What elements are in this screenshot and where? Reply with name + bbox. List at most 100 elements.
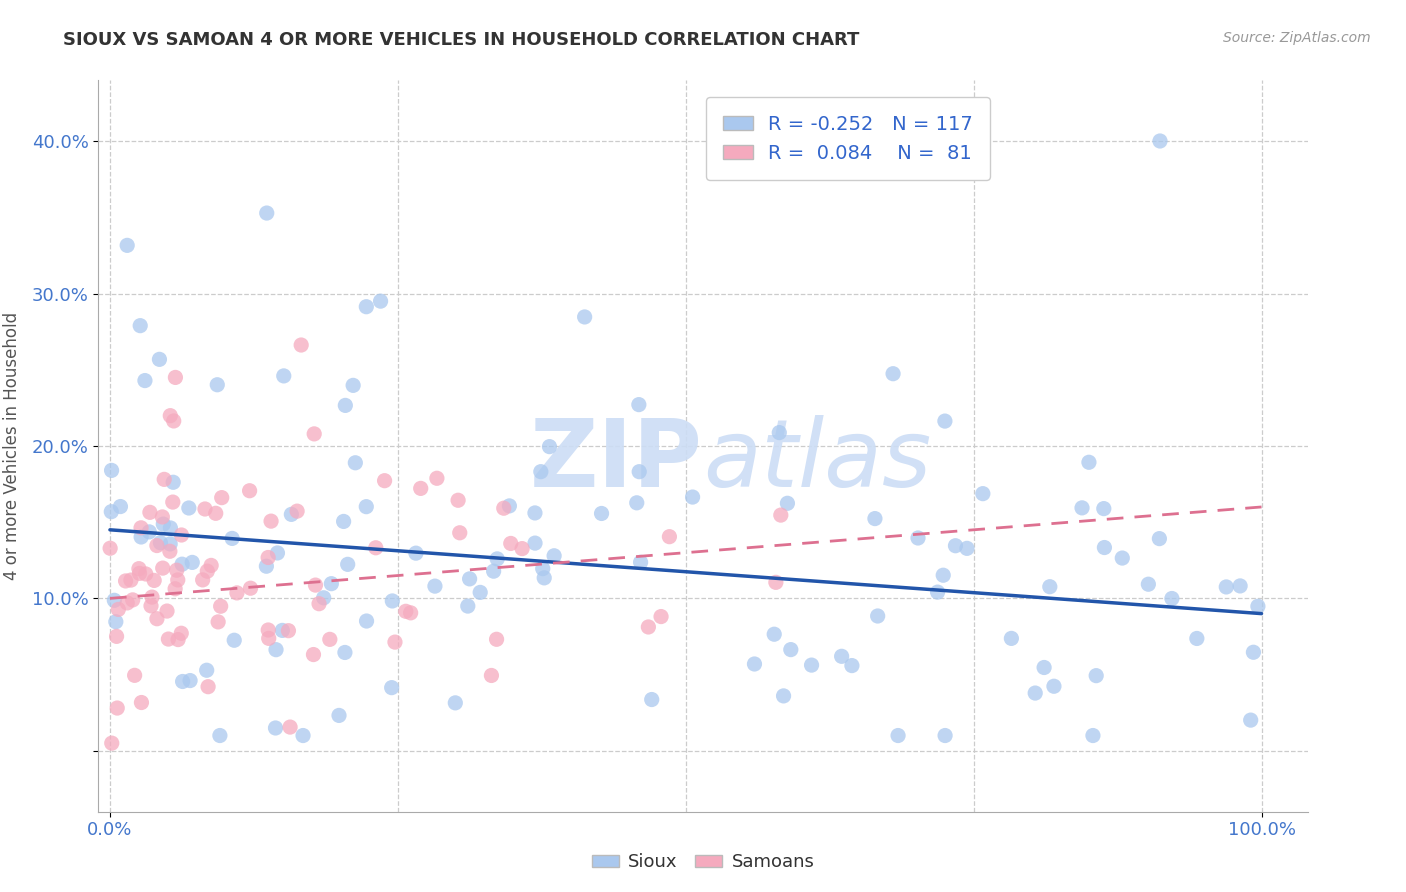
Point: [135, 566, 157, 581]
Point: [152, 517, 174, 532]
Point: [166, 563, 188, 577]
Point: [426, 471, 449, 485]
Point: [100, 736, 122, 750]
Point: [257, 632, 280, 646]
Point: [887, 729, 910, 743]
Point: [524, 536, 547, 550]
Point: [531, 561, 554, 575]
Point: [170, 626, 193, 640]
Point: [195, 663, 218, 677]
Point: [630, 555, 652, 569]
Point: [257, 550, 280, 565]
Point: [162, 475, 184, 490]
Point: [444, 696, 467, 710]
Point: [381, 681, 404, 695]
Point: [302, 648, 325, 662]
Point: [342, 378, 364, 392]
Point: [1137, 577, 1160, 591]
Legend: Sioux, Samoans: Sioux, Samoans: [585, 847, 821, 879]
Point: [148, 352, 170, 367]
Point: [181, 556, 204, 570]
Point: [530, 465, 553, 479]
Point: [533, 571, 555, 585]
Point: [481, 668, 503, 682]
Point: [538, 440, 561, 454]
Point: [166, 573, 188, 587]
Point: [159, 544, 181, 558]
Point: [121, 593, 143, 607]
Point: [159, 521, 181, 535]
Point: [1024, 686, 1046, 700]
Point: [945, 539, 967, 553]
Point: [405, 546, 427, 560]
Point: [156, 604, 179, 618]
Point: [159, 409, 181, 423]
Point: [304, 578, 326, 592]
Point: [1081, 729, 1104, 743]
Point: [1092, 501, 1115, 516]
Point: [170, 528, 193, 542]
Point: [927, 585, 949, 599]
Point: [157, 632, 180, 646]
Point: [278, 720, 301, 734]
Point: [139, 599, 162, 613]
Point: [131, 696, 153, 710]
Point: [143, 574, 166, 588]
Point: [129, 318, 152, 333]
Point: [104, 615, 127, 629]
Point: [866, 609, 889, 624]
Point: [768, 425, 790, 440]
Point: [841, 658, 863, 673]
Point: [395, 604, 418, 618]
Point: [128, 562, 150, 576]
Point: [165, 370, 187, 384]
Point: [107, 602, 129, 616]
Point: [129, 521, 152, 535]
Point: [328, 708, 350, 723]
Point: [492, 501, 515, 516]
Point: [409, 482, 432, 496]
Point: [308, 597, 330, 611]
Point: [744, 657, 766, 671]
Point: [381, 594, 404, 608]
Point: [149, 535, 172, 549]
Point: [120, 573, 142, 587]
Point: [332, 515, 354, 529]
Point: [162, 495, 184, 509]
Point: [934, 729, 956, 743]
Text: ZIP: ZIP: [530, 415, 703, 507]
Point: [117, 596, 139, 610]
Point: [239, 581, 262, 595]
Point: [458, 572, 481, 586]
Point: [447, 493, 470, 508]
Point: [221, 532, 243, 546]
Point: [277, 624, 299, 638]
Point: [934, 414, 956, 428]
Point: [972, 486, 994, 500]
Point: [138, 524, 160, 539]
Point: [831, 649, 853, 664]
Point: [627, 398, 650, 412]
Point: [159, 537, 181, 551]
Point: [800, 658, 823, 673]
Point: [682, 490, 704, 504]
Point: [650, 609, 672, 624]
Point: [765, 575, 787, 590]
Point: [177, 500, 200, 515]
Point: [1077, 455, 1099, 469]
Point: [194, 502, 217, 516]
Point: [457, 599, 479, 613]
Point: [110, 500, 132, 514]
Point: [956, 541, 979, 556]
Point: [591, 507, 613, 521]
Point: [319, 632, 342, 647]
Point: [271, 624, 294, 638]
Point: [543, 549, 565, 563]
Point: [191, 573, 214, 587]
Point: [523, 506, 546, 520]
Point: [207, 615, 229, 629]
Point: [1033, 660, 1056, 674]
Point: [1043, 679, 1066, 693]
Point: [260, 514, 283, 528]
Point: [1247, 599, 1270, 614]
